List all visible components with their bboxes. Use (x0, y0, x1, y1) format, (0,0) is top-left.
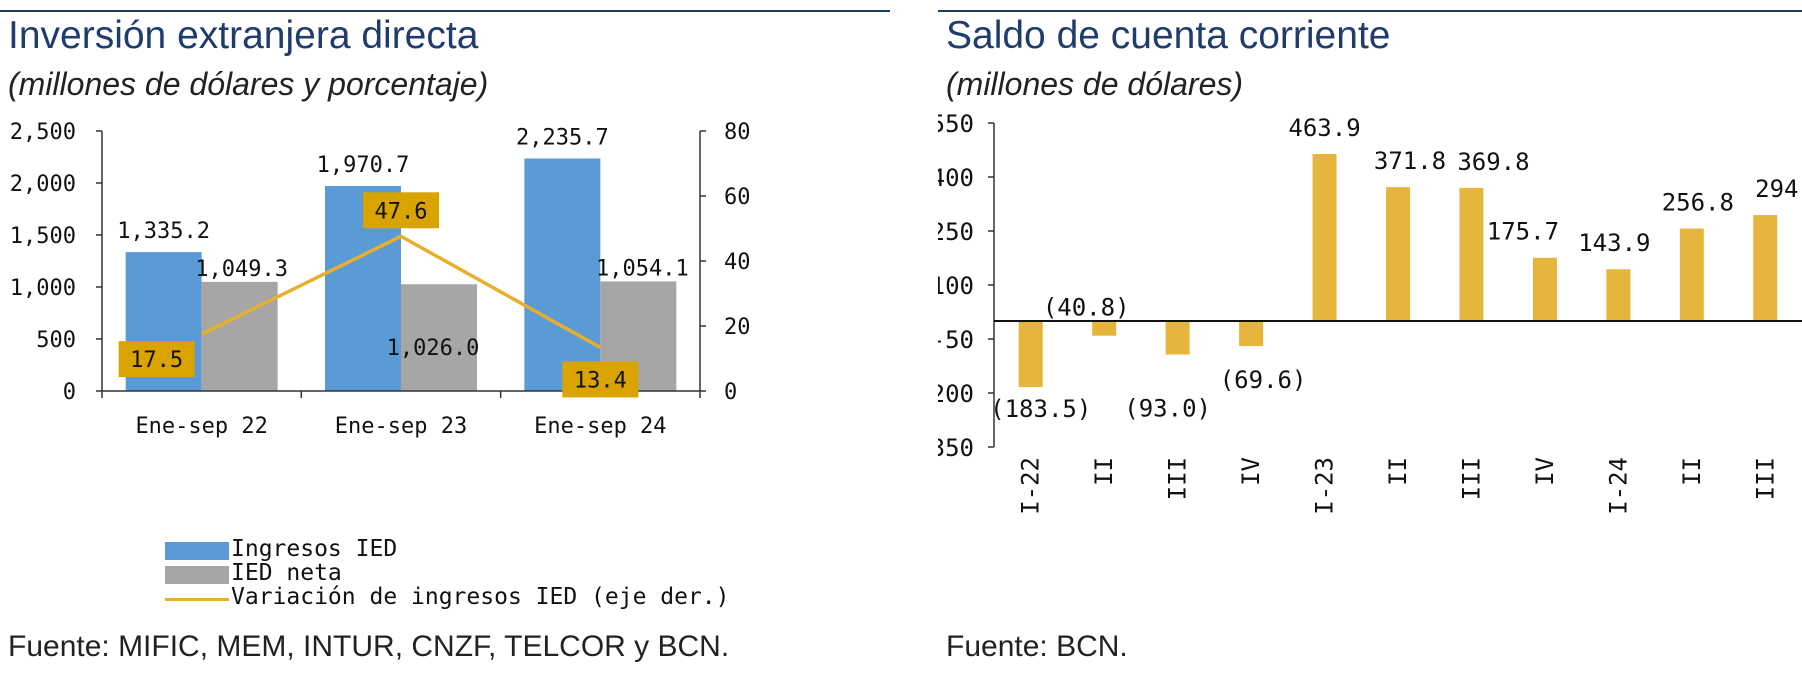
y2-tick-label: 0 (724, 380, 737, 405)
data-label-saldo: (93.0) (1124, 394, 1211, 422)
series-line-variacion (200, 234, 602, 349)
fdi-chart: 0 500 1,000 1,500 2,000 2,500 0 20 40 60 80 Ene-sep… (10, 120, 751, 439)
y-tick-label: 250 (938, 218, 974, 246)
data-label-ied-neta: 1,026.0 (387, 336, 480, 361)
bar-ied-neta (401, 284, 477, 391)
x-tick-label: II (1090, 457, 1118, 486)
data-label-ingresos: 2,235.7 (516, 125, 609, 150)
y-tick-label: 550 (938, 110, 974, 138)
data-label-saldo: 371.8 (1374, 147, 1446, 175)
bar-saldo (1753, 215, 1778, 321)
y-tick-label: 0 (63, 380, 76, 405)
data-label-box-variacion (118, 341, 195, 378)
data-label-ingresos: 1,970.7 (317, 153, 410, 178)
x-tick-label: II (1384, 457, 1412, 486)
top-rule (938, 10, 1802, 12)
data-label-saldo: 463.9 (1288, 114, 1360, 142)
data-label-saldo: (40.8) (1043, 294, 1130, 322)
x-tick-label: Ene-sep 22 (135, 414, 267, 439)
bar-saldo (1606, 269, 1631, 321)
x-tick-label: IV (1237, 457, 1265, 486)
bar-saldo (1165, 321, 1190, 355)
data-label-ingresos: 1,335.2 (117, 219, 210, 244)
bar-saldo (1239, 321, 1264, 347)
data-label-saldo: 143.9 (1578, 229, 1650, 257)
data-label-saldo: 175.7 (1487, 218, 1559, 246)
bar-ied-neta (201, 281, 278, 391)
data-label-variacion: 47.6 (375, 199, 428, 224)
data-label-saldo: (69.6) (1220, 366, 1307, 394)
bar-saldo (1312, 153, 1337, 321)
chart-subtitle: (millones de dólares y porcentaje) (8, 66, 489, 102)
y2-tick-label: 20 (724, 315, 751, 340)
y-tick-label: -50 (938, 326, 974, 354)
legend-label-neta: IED neta (231, 560, 342, 586)
chart-subtitle: (millones de dólares) (946, 66, 1244, 102)
data-label-saldo: 369.8 (1457, 148, 1529, 176)
x-tick-label: IV (1531, 457, 1559, 486)
y-tick-label: 1,500 (10, 224, 76, 249)
legend-swatch-neta (165, 566, 229, 584)
data-label-saldo: (183.5) (990, 395, 1091, 423)
data-label-box-variacion (363, 192, 439, 229)
x-tick-label: III (1751, 457, 1779, 500)
top-rule (0, 10, 890, 12)
current-account-panel: Saldo de cuenta corriente (millones de d… (938, 0, 1802, 675)
y2-tick-label: 80 (724, 120, 751, 145)
x-tick-label: I-23 (1311, 457, 1339, 515)
legend-label-variacion: Variación de ingresos IED (eje der.) (231, 584, 730, 610)
data-label-ied-neta: 1,049.3 (195, 257, 288, 282)
source-note: Fuente: BCN. (946, 630, 1128, 663)
x-tick-label: Ene-sep 24 (534, 414, 666, 439)
data-label-saldo: 256.8 (1662, 189, 1734, 217)
bar-saldo (1386, 187, 1410, 321)
data-label-ied-neta: 1,054.1 (596, 256, 689, 281)
legend-line-variacion (165, 598, 229, 601)
bar-saldo (1532, 257, 1557, 321)
x-tick-label: Ene-sep 23 (335, 414, 467, 439)
data-label-variacion: 17.5 (130, 348, 183, 373)
data-label-box-variacion (562, 361, 639, 398)
y-tick-label: 100 (938, 272, 974, 300)
x-tick-label: I-22 (1017, 457, 1045, 515)
y-tick-label: -350 (938, 434, 974, 462)
legend-label-ingresos: Ingresos IED (231, 536, 398, 562)
chart-title: Saldo de cuenta corriente (946, 14, 1391, 57)
bar-saldo (1459, 187, 1484, 321)
legend-swatch-ingresos (165, 542, 229, 560)
fdi-panel: Inversión extranjera directa (millones d… (0, 0, 900, 675)
chart-title: Inversión extranjera directa (8, 14, 479, 57)
y-tick-label: 2,500 (10, 120, 76, 145)
y-tick-label: 2,000 (10, 172, 76, 197)
bar-ingresos (524, 158, 601, 391)
bar-saldo (1092, 321, 1117, 336)
data-label-variacion: 13.4 (574, 368, 627, 393)
y2-tick-label: 60 (724, 185, 751, 210)
x-tick-label: III (1164, 457, 1192, 500)
x-tick-label: III (1457, 457, 1485, 500)
current-account-chart: -350-200-50100250400550I-22IIIIIIVI-23II… (938, 110, 1802, 515)
y-tick-label: 400 (938, 164, 974, 192)
y2-tick-label: 40 (724, 250, 751, 275)
y-tick-label: 1,000 (10, 276, 76, 301)
x-tick-label: I-24 (1604, 457, 1632, 515)
bar-saldo (1018, 321, 1043, 388)
bar-saldo (1679, 228, 1704, 321)
y-tick-label: -200 (938, 380, 974, 408)
x-tick-label: II (1678, 457, 1706, 486)
y-tick-label: 500 (36, 328, 76, 353)
data-label-saldo: 294.2 (1755, 175, 1802, 203)
source-note: Fuente: MIFIC, MEM, INTUR, CNZF, TELCOR … (8, 630, 730, 663)
